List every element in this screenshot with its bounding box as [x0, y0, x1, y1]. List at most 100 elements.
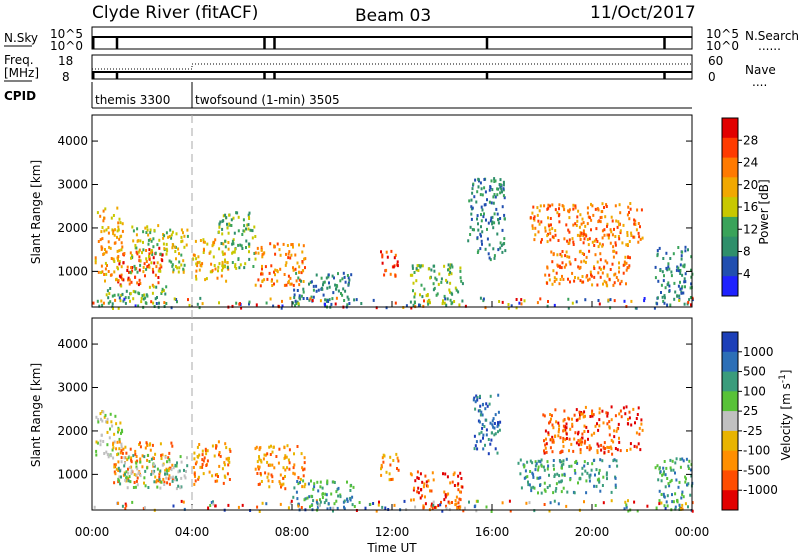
heatmap-cell [689, 493, 692, 497]
heatmap-cell [117, 255, 120, 258]
heatmap-cell [342, 287, 345, 291]
heatmap-cell [350, 273, 353, 277]
heatmap-cell [660, 501, 663, 505]
heatmap-cell [97, 418, 100, 422]
heatmap-cell [390, 249, 393, 253]
heatmap-cell [103, 452, 106, 455]
heatmap-cell [444, 493, 447, 497]
heatmap-cell [423, 299, 425, 303]
heatmap-cell [136, 459, 139, 463]
heatmap-cell [134, 267, 137, 271]
heatmap-cell [237, 229, 240, 233]
heatmap-cell [176, 478, 178, 482]
heatmap-cell [635, 417, 638, 420]
heatmap-cell [551, 450, 554, 454]
heatmap-cell [119, 451, 122, 455]
heatmap-cell [557, 421, 560, 425]
heatmap-cell [330, 302, 333, 306]
heatmap-cell [588, 249, 591, 253]
heatmap-cell [159, 263, 162, 267]
heatmap-cell [661, 295, 664, 299]
heatmap-cell [681, 285, 684, 289]
heatmap-cell [183, 468, 185, 472]
heatmap-cell [430, 268, 433, 272]
heatmap-cell [241, 233, 244, 236]
heatmap-cell [133, 264, 136, 268]
heatmap-cell [589, 270, 592, 274]
heatmap-cell [102, 301, 105, 305]
heatmap-cell [483, 425, 486, 428]
heatmap-cell [352, 485, 355, 489]
x-tick-label: 12:00 [375, 525, 410, 539]
heatmap-cell [479, 181, 482, 185]
heatmap-cell [302, 297, 305, 300]
heatmap-cell [602, 282, 604, 286]
heatmap-cell [599, 267, 602, 271]
heatmap-cell [492, 226, 495, 230]
heatmap-cell [178, 260, 181, 264]
heatmap-cell [312, 284, 315, 288]
heatmap-cell [590, 433, 593, 437]
heatmap-cell [565, 250, 568, 254]
heatmap-cell [596, 422, 598, 426]
heatmap-cell [432, 264, 435, 268]
heatmap-cell [264, 471, 267, 475]
heatmap-cell [617, 278, 620, 282]
heatmap-cell [568, 216, 571, 220]
heatmap-cell [289, 256, 292, 260]
heatmap-cell [372, 298, 375, 302]
heatmap-cell [537, 459, 540, 463]
heatmap-cell [681, 503, 684, 507]
heatmap-cell [213, 454, 216, 458]
heatmap-cell [604, 259, 607, 263]
heatmap-cell [294, 253, 297, 257]
heatmap-cell [558, 282, 561, 286]
heatmap-cell [102, 410, 105, 414]
heatmap-cell [488, 402, 491, 406]
heatmap-cell [563, 208, 566, 212]
heatmap-cell [282, 466, 285, 470]
heatmap-cell [454, 499, 457, 503]
heatmap-cell [272, 304, 275, 308]
heatmap-cell [538, 209, 541, 213]
heatmap-cell [662, 279, 665, 283]
heatmap-cell [383, 273, 386, 277]
heatmap-cell [293, 463, 296, 467]
heatmap-cell [552, 464, 555, 467]
heatmap-cell [476, 251, 479, 254]
heatmap-cell [497, 410, 500, 414]
heatmap-cell [580, 260, 583, 264]
heatmap-cell [227, 241, 230, 244]
heatmap-cell [492, 201, 495, 205]
heatmap-cell [142, 507, 145, 511]
heatmap-cell [618, 412, 621, 416]
colorbar-swatch [722, 118, 738, 139]
heatmap-cell [455, 495, 458, 499]
heatmap-cell [450, 263, 453, 267]
heatmap-cell [409, 300, 412, 304]
heatmap-cell [490, 216, 493, 220]
heatmap-cell [612, 459, 615, 463]
heatmap-cell [102, 219, 105, 223]
heatmap-cell [111, 448, 114, 452]
heatmap-cell [480, 234, 482, 238]
heatmap-cell [503, 213, 506, 217]
heatmap-cell [259, 458, 262, 462]
heatmap-cell [99, 238, 102, 242]
heatmap-cell [162, 236, 165, 240]
heatmap-cell [493, 254, 496, 258]
heatmap-cell [158, 478, 161, 482]
heatmap-cell [284, 475, 286, 478]
heatmap-cell [180, 235, 183, 239]
heatmap-cell [543, 439, 545, 443]
heatmap-cell [576, 219, 579, 223]
heatmap-cell [223, 461, 226, 465]
heatmap-cell [159, 469, 162, 473]
heatmap-cell [360, 302, 363, 305]
heatmap-cell [168, 474, 171, 478]
heatmap-cell [202, 472, 205, 476]
heatmap-cell [144, 484, 147, 488]
heatmap-cell [566, 239, 569, 243]
heatmap-cell [594, 473, 596, 477]
heatmap-cell [592, 213, 595, 217]
